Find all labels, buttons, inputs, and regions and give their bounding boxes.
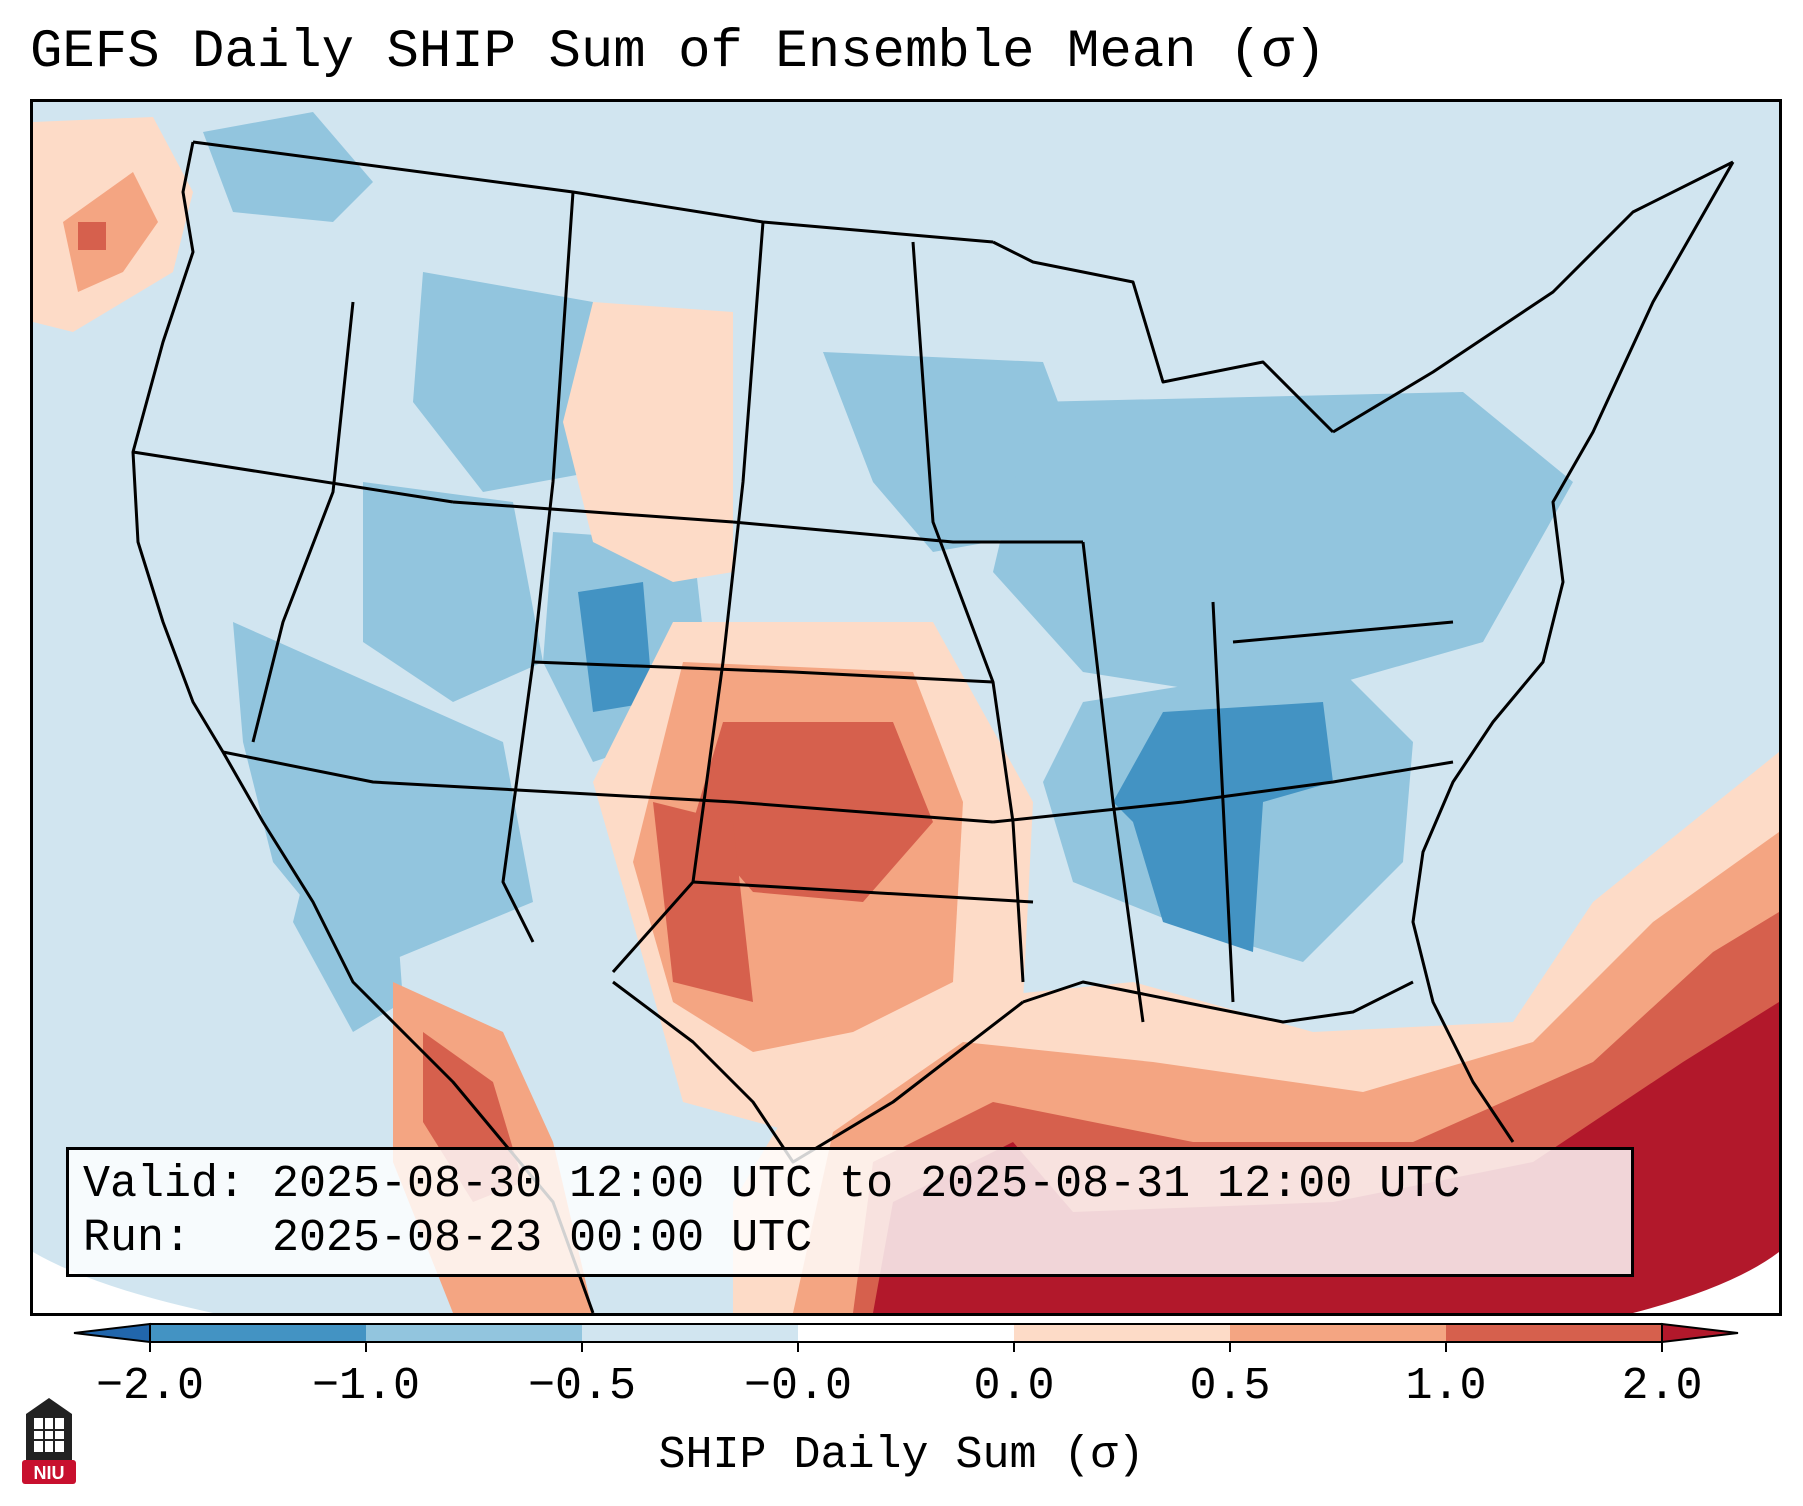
anomaly-region-pacific-moderate bbox=[63, 172, 158, 292]
logo-window-grid bbox=[34, 1418, 64, 1452]
gulf-coastline-east bbox=[1022, 980, 1414, 1024]
colorbar-tick-label: 1.0 bbox=[1405, 1361, 1486, 1412]
canada-border-west bbox=[192, 140, 994, 244]
west-coastline bbox=[131, 141, 505, 1143]
colorbar-tick-label: 2.0 bbox=[1621, 1361, 1702, 1412]
colorbar-bin bbox=[150, 1324, 367, 1342]
anomaly-region-texas-strong bbox=[653, 802, 753, 1002]
state-line bbox=[1081, 541, 1145, 1023]
colorbar-outline bbox=[149, 1323, 1663, 1343]
colorbar-label: SHIP Daily Sum (σ) bbox=[658, 1430, 1145, 1481]
state-line bbox=[1211, 601, 1235, 1003]
colorbar: −2.0 −1.0 −0.5 −0.0 0.0 0.5 1.0 2.0 bbox=[73, 1322, 1739, 1412]
colorbar-tick-label: −0.0 bbox=[744, 1361, 852, 1412]
run-time-text: Run: 2025-08-23 00:00 UTC bbox=[83, 1213, 813, 1264]
logo-text: NIU bbox=[34, 1463, 65, 1483]
colorbar-tick-label: 0.0 bbox=[973, 1361, 1054, 1412]
state-line bbox=[992, 760, 1454, 824]
texas-coastline bbox=[612, 980, 1024, 1164]
state-line bbox=[132, 450, 454, 504]
logo-window bbox=[34, 1418, 64, 1452]
canada-border-central bbox=[992, 240, 1335, 434]
projection-corner-right bbox=[1633, 1252, 1779, 1313]
niu-logo-icon: NIU bbox=[22, 1398, 76, 1484]
colorbar-tick-label: −2.0 bbox=[96, 1361, 204, 1412]
anomaly-region-oklahoma-strong bbox=[693, 722, 933, 902]
anomaly-region-great-basin-negative bbox=[363, 482, 543, 702]
anomaly-region-northern-rockies-negative bbox=[413, 272, 593, 492]
colorbar-bin bbox=[798, 1324, 1015, 1342]
state-line bbox=[251, 301, 355, 743]
colorbar-bins bbox=[73, 1322, 1739, 1344]
colorbar-under-extension bbox=[73, 1322, 151, 1344]
anomaly-region-northwest-negative bbox=[203, 112, 373, 222]
state-line bbox=[1232, 620, 1454, 644]
logo-banner bbox=[22, 1460, 76, 1484]
colorbar-bin bbox=[582, 1324, 799, 1342]
colorbar-tick-label: −0.5 bbox=[528, 1361, 636, 1412]
state-line bbox=[532, 660, 994, 684]
state-line bbox=[611, 221, 765, 973]
map-panel bbox=[30, 99, 1782, 1316]
projection-corner-left bbox=[33, 1252, 213, 1313]
colorbar-bin bbox=[1230, 1324, 1447, 1342]
state-line bbox=[222, 750, 994, 824]
colorbar-tick-label: −1.0 bbox=[312, 1361, 420, 1412]
anomaly-region-colorado-strong bbox=[578, 582, 653, 712]
state-line bbox=[452, 500, 734, 524]
colorbar-over-extension bbox=[1661, 1322, 1739, 1344]
valid-run-info-box: Valid: 2025-08-30 12:00 UTC to 2025-08-3… bbox=[66, 1147, 1634, 1277]
colorbar-ticks: −2.0 −1.0 −0.5 −0.0 0.0 0.5 1.0 2.0 bbox=[96, 1342, 1703, 1412]
colorbar-bin bbox=[1014, 1324, 1231, 1342]
colorbar-bin bbox=[1446, 1324, 1663, 1342]
colorbar-bin bbox=[366, 1324, 583, 1342]
valid-time-text: Valid: 2025-08-30 12:00 UTC to 2025-08-3… bbox=[83, 1159, 1461, 1210]
state-line bbox=[692, 880, 1034, 904]
state-line bbox=[732, 520, 1083, 544]
anomaly-region-baja-negative bbox=[293, 842, 403, 1032]
anomaly-region-pacific-strong bbox=[78, 222, 106, 250]
colorbar-tick-label: 0.5 bbox=[1189, 1361, 1270, 1412]
canada-border-east bbox=[1332, 160, 1734, 434]
map-title: GEFS Daily SHIP Sum of Ensemble Mean (σ) bbox=[30, 22, 1327, 83]
ship-anomaly-map bbox=[33, 102, 1779, 1313]
east-coastline bbox=[1411, 161, 1735, 1143]
